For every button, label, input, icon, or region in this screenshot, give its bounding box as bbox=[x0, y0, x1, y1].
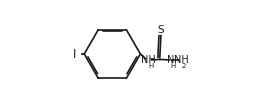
Text: 2: 2 bbox=[182, 63, 186, 69]
Text: I: I bbox=[73, 48, 77, 60]
Text: NH: NH bbox=[174, 55, 189, 65]
Text: S: S bbox=[158, 25, 164, 35]
Text: NH: NH bbox=[141, 55, 156, 65]
Text: N: N bbox=[167, 55, 174, 65]
Text: H: H bbox=[148, 63, 154, 69]
Text: H: H bbox=[170, 63, 176, 69]
